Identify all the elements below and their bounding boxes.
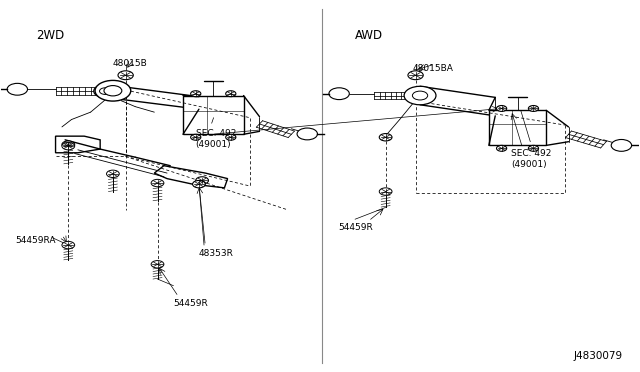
Circle shape (118, 71, 133, 80)
Circle shape (497, 145, 507, 151)
Text: 2WD: 2WD (36, 29, 65, 42)
Circle shape (151, 179, 164, 187)
Circle shape (100, 88, 111, 94)
Circle shape (62, 142, 75, 150)
Text: 54459RA: 54459RA (15, 236, 56, 245)
Circle shape (191, 91, 201, 97)
Circle shape (196, 177, 209, 184)
Circle shape (95, 80, 131, 101)
Circle shape (226, 91, 236, 97)
Circle shape (193, 180, 205, 188)
Circle shape (191, 134, 201, 140)
Text: 48353R: 48353R (199, 249, 234, 258)
Circle shape (380, 188, 392, 195)
Circle shape (529, 106, 539, 112)
Circle shape (226, 134, 236, 140)
Text: 48015BA: 48015BA (412, 64, 453, 73)
Text: 48015B: 48015B (113, 59, 148, 68)
Text: 54459R: 54459R (173, 299, 208, 308)
FancyBboxPatch shape (489, 110, 546, 145)
FancyBboxPatch shape (183, 96, 244, 134)
Circle shape (404, 86, 436, 105)
Circle shape (329, 88, 349, 100)
Text: SEC. 492
(49001): SEC. 492 (49001) (196, 129, 236, 149)
Circle shape (380, 134, 392, 141)
Circle shape (408, 71, 423, 80)
Circle shape (104, 86, 122, 96)
Circle shape (94, 84, 116, 98)
Circle shape (151, 260, 164, 268)
Circle shape (106, 170, 119, 177)
Circle shape (62, 141, 75, 148)
Text: 54459R: 54459R (338, 223, 372, 232)
Text: AWD: AWD (355, 29, 383, 42)
Text: J4830079: J4830079 (573, 352, 623, 361)
Circle shape (7, 83, 28, 95)
Circle shape (62, 241, 75, 249)
Circle shape (611, 140, 632, 151)
Circle shape (497, 106, 507, 112)
Circle shape (412, 91, 428, 100)
Circle shape (297, 128, 317, 140)
Circle shape (529, 145, 539, 151)
Text: SEC. 492
(49001): SEC. 492 (49001) (511, 149, 552, 169)
